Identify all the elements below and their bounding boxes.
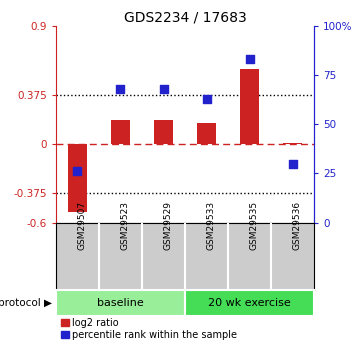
- Bar: [68, 144, 87, 212]
- Point: [161, 86, 166, 91]
- Text: GSM29535: GSM29535: [249, 201, 258, 250]
- Point: [75, 169, 81, 174]
- Point: [118, 86, 123, 91]
- Bar: [240, 69, 259, 144]
- Text: GSM29536: GSM29536: [292, 201, 301, 250]
- Bar: [197, 123, 216, 144]
- Text: GSM29529: GSM29529: [164, 201, 173, 250]
- Text: GSM29533: GSM29533: [206, 201, 216, 250]
- Text: GSM29507: GSM29507: [78, 201, 87, 250]
- Point: [290, 161, 295, 166]
- Bar: [154, 120, 173, 144]
- Text: baseline: baseline: [97, 298, 144, 308]
- Text: protocol ▶: protocol ▶: [0, 298, 52, 308]
- Legend: log2 ratio, percentile rank within the sample: log2 ratio, percentile rank within the s…: [61, 318, 238, 340]
- Bar: [56, 290, 185, 316]
- Title: GDS2234 / 17683: GDS2234 / 17683: [123, 11, 247, 25]
- Bar: [185, 290, 314, 316]
- Point: [247, 57, 252, 62]
- Text: GSM29523: GSM29523: [121, 201, 130, 250]
- Point: [204, 96, 209, 101]
- Text: 20 wk exercise: 20 wk exercise: [208, 298, 291, 308]
- Bar: [283, 142, 302, 144]
- Bar: [111, 120, 130, 144]
